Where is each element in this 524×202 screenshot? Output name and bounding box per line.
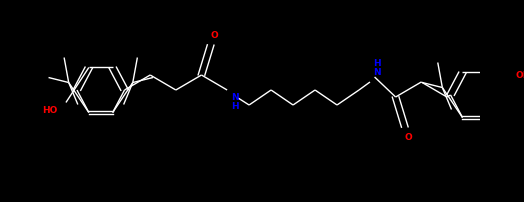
Text: N
H: N H xyxy=(231,93,238,111)
Text: HO: HO xyxy=(42,106,57,115)
Text: OH: OH xyxy=(515,71,524,80)
Text: H
N: H N xyxy=(374,59,381,77)
Text: O: O xyxy=(405,133,412,141)
Text: O: O xyxy=(211,31,218,40)
